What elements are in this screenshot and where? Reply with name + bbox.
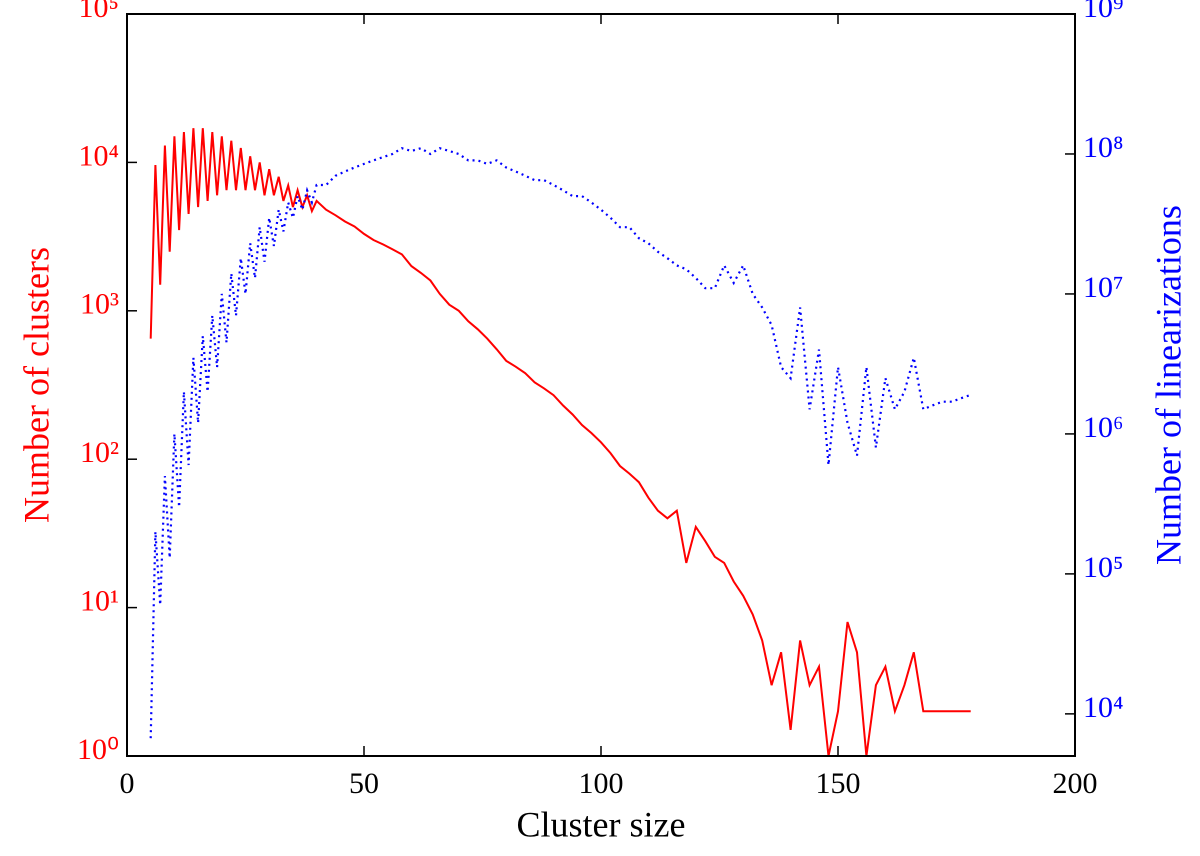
y-tick-label: 10¹ [80, 584, 119, 617]
x-tick-label: 100 [579, 767, 624, 800]
y2-tick-label: 10⁷ [1083, 271, 1123, 304]
y2-tick-label: 10⁶ [1083, 411, 1123, 444]
x-axis-label: Cluster size [517, 804, 686, 844]
y-tick-label: 10³ [80, 288, 119, 321]
x-tick-label: 0 [120, 767, 135, 800]
y-tick-label: 10⁵ [79, 0, 119, 24]
data-line [149, 128, 971, 756]
y-axis-label: Number of clusters [16, 247, 56, 523]
x-tick-label: 200 [1053, 767, 1098, 800]
y2-tick-label: 10⁹ [1083, 0, 1123, 24]
plot-frame [126, 13, 1076, 757]
y2-axis-label: Number of linearizations [1148, 205, 1188, 565]
y2-tick-label: 10⁵ [1083, 551, 1123, 584]
x-tick-label: 150 [816, 767, 861, 800]
y-tick-label: 10² [80, 436, 119, 469]
y-tick-label: 10⁰ [77, 733, 119, 766]
data-line [149, 147, 972, 739]
y2-tick-label: 10⁴ [1083, 691, 1123, 724]
x-tick-label: 50 [349, 767, 379, 800]
y-tick-label: 10⁴ [79, 139, 119, 172]
y2-tick-label: 10⁸ [1083, 131, 1123, 164]
